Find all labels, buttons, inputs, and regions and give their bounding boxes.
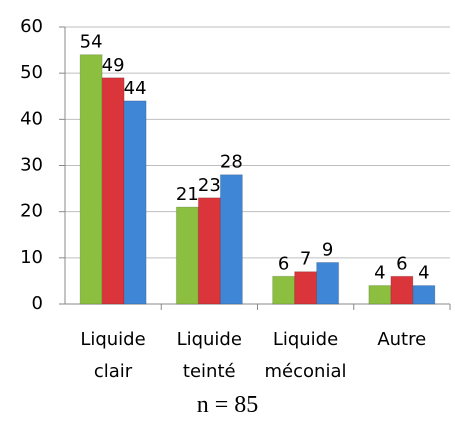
data-label: 9 bbox=[322, 239, 333, 260]
y-tick-label: 20 bbox=[20, 201, 43, 222]
x-tick-label: Liquide clair bbox=[80, 329, 146, 382]
data-label: 6 bbox=[278, 253, 289, 274]
y-tick-label: 50 bbox=[20, 62, 43, 83]
bar bbox=[316, 261, 340, 305]
caption: n = 85 bbox=[196, 392, 259, 418]
bar bbox=[175, 206, 199, 305]
bar bbox=[79, 54, 103, 305]
data-label: 6 bbox=[396, 253, 407, 274]
data-label: 49 bbox=[102, 55, 125, 76]
y-tick-label: 60 bbox=[20, 16, 43, 37]
x-tick-label: Liquide teinté bbox=[176, 329, 242, 382]
bar bbox=[101, 77, 125, 305]
bar bbox=[197, 197, 221, 305]
data-label: 28 bbox=[220, 152, 243, 173]
y-tick-label: 30 bbox=[20, 155, 43, 176]
data-label: 4 bbox=[418, 263, 429, 284]
data-label: 7 bbox=[300, 249, 311, 270]
data-label: 23 bbox=[198, 175, 221, 196]
x-tick-label: Liquide méconial bbox=[264, 329, 347, 382]
data-label: 4 bbox=[374, 263, 385, 284]
bar bbox=[272, 275, 296, 305]
y-tick-label: 40 bbox=[20, 108, 43, 129]
bar bbox=[368, 285, 392, 305]
bar bbox=[219, 174, 243, 305]
bar bbox=[390, 275, 414, 305]
data-label: 21 bbox=[176, 184, 199, 205]
data-label: 54 bbox=[80, 32, 103, 53]
bar bbox=[123, 100, 147, 305]
x-tick-label: Autre bbox=[377, 329, 427, 350]
y-tick-label: 0 bbox=[32, 293, 43, 314]
bar bbox=[294, 271, 318, 305]
y-tick-label: 10 bbox=[20, 247, 43, 268]
bar bbox=[412, 285, 436, 305]
data-label: 44 bbox=[124, 78, 147, 99]
